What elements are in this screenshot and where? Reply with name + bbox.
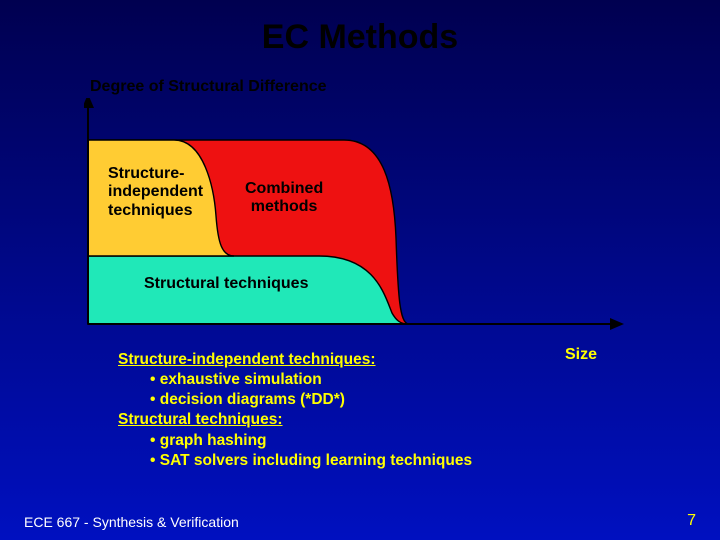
slide-number: 7 <box>687 512 696 530</box>
legend-item: • exhaustive simulation <box>150 370 472 390</box>
label-structural-techniques: Structural techniques <box>144 275 308 293</box>
footer-text: ECE 667 - Synthesis & Verification <box>24 514 239 530</box>
legend-heading-1: Structure-independent techniques: <box>118 350 472 370</box>
legend: Structure-independent techniques: • exha… <box>118 350 472 471</box>
y-axis-label: Degree of Structural Difference <box>90 78 327 96</box>
label-combined-methods: Combined methods <box>245 180 323 217</box>
legend-item: • decision diagrams (*DD*) <box>150 390 472 410</box>
legend-item: • SAT solvers including learning techniq… <box>150 451 472 471</box>
legend-item: • graph hashing <box>150 431 472 451</box>
x-axis-label: Size <box>565 346 597 364</box>
page-title: EC Methods <box>0 18 720 57</box>
legend-heading-2: Structural techniques: <box>118 410 472 430</box>
label-structure-independent: Structure- independent techniques <box>108 165 203 220</box>
